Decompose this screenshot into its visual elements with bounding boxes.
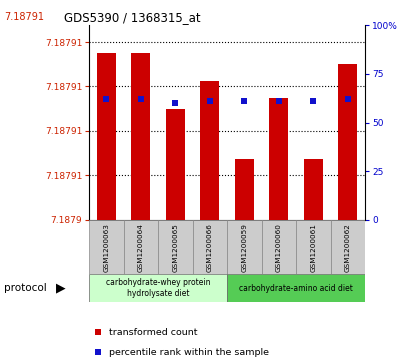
Bar [304, 159, 323, 220]
Text: GSM1200059: GSM1200059 [242, 223, 247, 272]
Bar [89, 274, 227, 302]
Bar [124, 220, 158, 274]
Bar [193, 220, 227, 274]
Bar [235, 159, 254, 220]
Bar [158, 220, 193, 274]
Text: percentile rank within the sample: percentile rank within the sample [109, 348, 269, 356]
Text: protocol: protocol [4, 283, 47, 293]
Text: GSM1200064: GSM1200064 [138, 223, 144, 272]
Text: GDS5390 / 1368315_at: GDS5390 / 1368315_at [64, 11, 201, 24]
Text: GSM1200060: GSM1200060 [276, 223, 282, 272]
Text: ▶: ▶ [56, 281, 66, 294]
Bar [97, 53, 116, 220]
Text: GSM1200063: GSM1200063 [103, 223, 110, 272]
Bar [339, 64, 357, 220]
Bar [89, 220, 124, 274]
Text: GSM1200061: GSM1200061 [310, 223, 317, 272]
Text: GSM1200065: GSM1200065 [173, 223, 178, 272]
Bar [200, 81, 220, 220]
Bar [331, 220, 365, 274]
Bar [262, 220, 296, 274]
Text: 7.18791: 7.18791 [4, 12, 44, 23]
Bar [269, 98, 288, 220]
Bar [227, 274, 365, 302]
Bar [166, 109, 185, 220]
Bar [227, 220, 262, 274]
Bar [296, 220, 331, 274]
Text: transformed count: transformed count [109, 328, 197, 337]
Text: GSM1200062: GSM1200062 [345, 223, 351, 272]
Text: carbohydrate-whey protein
hydrolysate diet: carbohydrate-whey protein hydrolysate di… [106, 278, 210, 298]
Text: GSM1200066: GSM1200066 [207, 223, 213, 272]
Text: carbohydrate-amino acid diet: carbohydrate-amino acid diet [239, 284, 353, 293]
Bar [132, 53, 151, 220]
